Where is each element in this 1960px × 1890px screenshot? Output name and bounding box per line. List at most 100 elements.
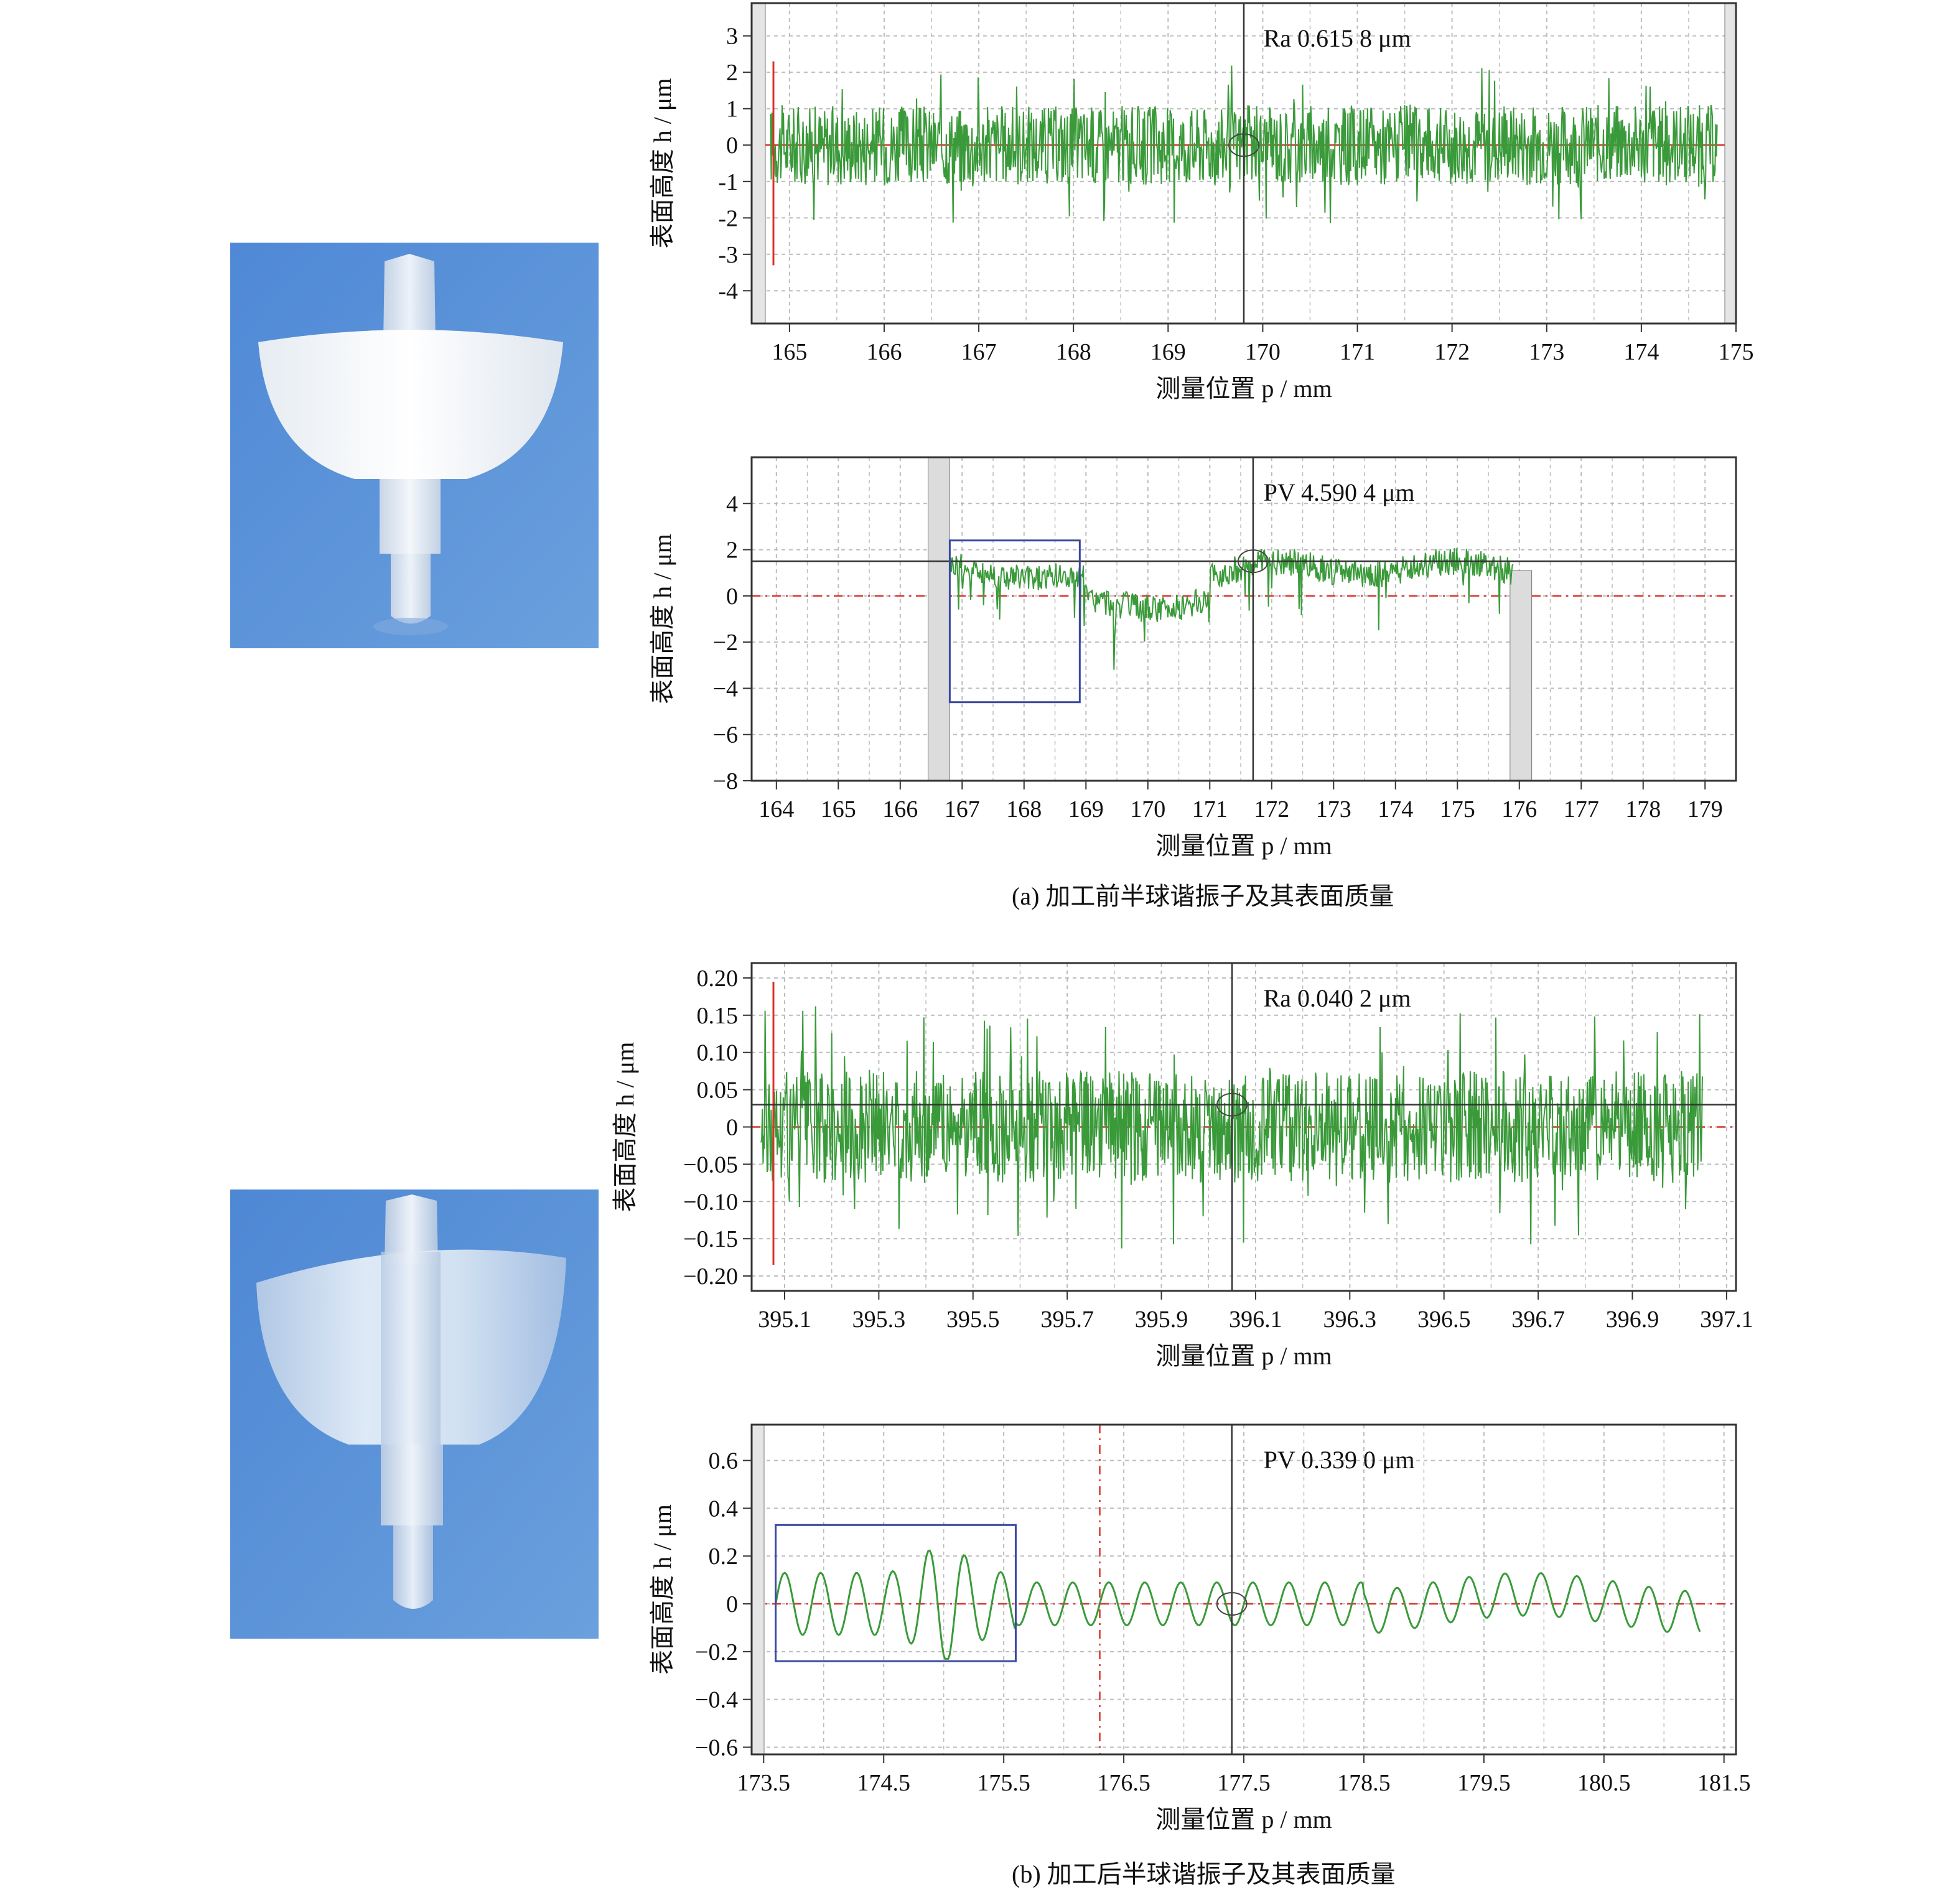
x-tick-label: 181.5 — [1697, 1770, 1751, 1796]
x-tick-label: 176.5 — [1097, 1770, 1150, 1796]
x-tick-label: 180.5 — [1577, 1770, 1631, 1796]
y-tick-label: −0.6 — [695, 1734, 738, 1761]
y-tick-label: 0 — [726, 1591, 738, 1618]
x-tick-label: 168 — [1006, 796, 1042, 822]
plot-frame — [750, 456, 1737, 782]
y-axis-title: 表面高度 h / μm — [611, 1042, 639, 1213]
plot-frame — [750, 2, 1737, 325]
x-tick-label: 165 — [821, 796, 856, 822]
annotation-label: PV 0.339 0 μm — [1264, 1446, 1415, 1474]
y-tick-label: 0.10 — [697, 1040, 739, 1066]
y-tick-label: 1 — [726, 96, 738, 123]
cursor-circle — [1228, 133, 1259, 157]
x-tick-label: 396.9 — [1606, 1306, 1659, 1333]
y-tick-label: 0.6 — [709, 1448, 739, 1474]
plot-frame — [750, 962, 1737, 1292]
x-tick-label: 395.3 — [852, 1306, 906, 1333]
caption-b: (b) 加工后半球谐振子及其表面质量 — [1012, 1860, 1396, 1888]
hatch-left — [751, 1424, 765, 1755]
x-tick-label: 177.5 — [1217, 1770, 1271, 1796]
resonator-before-illustration — [230, 243, 599, 648]
x-tick-label: 169 — [1068, 796, 1104, 822]
annotation-label: Ra 0.615 8 μm — [1264, 24, 1411, 52]
x-tick-label: 396.7 — [1511, 1306, 1565, 1333]
x-tick-label: 395.9 — [1135, 1306, 1188, 1333]
x-tick-label: 178 — [1625, 796, 1661, 822]
caption-a: (a) 加工前半球谐振子及其表面质量 — [1012, 882, 1394, 910]
roi-box — [775, 1524, 1017, 1662]
x-tick-label: 174.5 — [857, 1770, 910, 1796]
x-tick-label: 168 — [1056, 339, 1091, 365]
x-tick-label: 395.5 — [946, 1306, 1000, 1333]
y-tick-label: -3 — [718, 242, 738, 268]
x-tick-label: 175.5 — [977, 1770, 1030, 1796]
y-tick-label: −8 — [713, 768, 738, 794]
y-tick-label: −0.20 — [683, 1264, 738, 1290]
x-tick-label: 178.5 — [1337, 1770, 1391, 1796]
chart-b-bottom: 173.5 174.5 175.5 176.5 177.5 178.5 179.5 180.5… — [648, 1423, 1751, 1833]
hatch-right — [1724, 2, 1737, 324]
grid — [752, 963, 1736, 1291]
x-tick-label: 396.5 — [1417, 1306, 1471, 1333]
y-tick-label: −4 — [713, 676, 738, 702]
x-tick-label: 170 — [1245, 339, 1281, 365]
chart-a-top: 165 166 167 168 169 170 171 172 173 174 175 3 2 1 0 -1 -… — [648, 2, 1754, 403]
x-axis-title: 测量位置 p / mm — [1155, 1805, 1332, 1833]
x-tick-label: 166 — [882, 796, 918, 822]
y-tick-label: 3 — [726, 24, 738, 50]
x-tick-label: 175 — [1440, 796, 1475, 822]
y-tick-label: −0.10 — [683, 1189, 738, 1215]
y-axis-title: 表面高度 h / μm — [648, 78, 676, 249]
x-tick-label: 169 — [1150, 339, 1186, 365]
x-tick-label: 167 — [961, 339, 997, 365]
x-tick-label: 173.5 — [737, 1770, 791, 1796]
profile-series — [775, 1549, 1701, 1660]
plot-frame — [750, 1423, 1737, 1756]
roi-box — [948, 539, 1081, 704]
y-tick-label: 0.05 — [697, 1078, 739, 1104]
x-tick-label: 170 — [1130, 796, 1165, 822]
x-tick-label: 173 — [1529, 339, 1564, 365]
x-tick-label: 175 — [1719, 339, 1754, 365]
x-axis-title: 测量位置 p / mm — [1155, 375, 1332, 403]
x-tick-label: 177 — [1564, 796, 1599, 822]
hatch-left — [751, 2, 766, 324]
y-axis-title: 表面高度 h / μm — [648, 1504, 676, 1675]
resonator-after-illustration — [230, 1189, 599, 1639]
y-tick-label: −6 — [713, 722, 738, 748]
x-tick-label: 395.1 — [758, 1306, 811, 1333]
x-tick-label: 171 — [1192, 796, 1228, 822]
hatch-left — [928, 457, 950, 781]
cursor-circle — [1216, 1092, 1248, 1117]
y-tick-label: 0.15 — [697, 1003, 739, 1029]
y-tick-label: 0.20 — [697, 966, 739, 992]
y-axis-title: 表面高度 h / μm — [648, 534, 676, 704]
x-tick-label: 179 — [1687, 796, 1723, 822]
hatch-right — [1510, 570, 1533, 781]
y-tick-label: −0.4 — [695, 1687, 738, 1713]
x-tick-label: 171 — [1340, 339, 1375, 365]
x-tick-label: 172 — [1434, 339, 1470, 365]
x-tick-label: 174 — [1378, 796, 1413, 822]
x-tick-label: 396.1 — [1229, 1306, 1282, 1333]
y-tick-label: -1 — [718, 169, 738, 195]
y-tick-label: -4 — [718, 278, 738, 304]
x-tick-label: 165 — [772, 339, 807, 365]
cursor-circle — [1216, 1592, 1248, 1616]
x-tick-label: 167 — [945, 796, 980, 822]
y-tick-label: -2 — [718, 205, 738, 231]
x-tick-label: 176 — [1501, 796, 1537, 822]
grid — [752, 1425, 1736, 1754]
y-tick-label: 0 — [726, 1115, 738, 1141]
y-tick-label: −0.2 — [695, 1639, 738, 1665]
y-tick-label: −2 — [713, 630, 738, 656]
x-axis-title: 测量位置 p / mm — [1155, 832, 1332, 860]
chart-a-bottom: 164 165 166 167 168 169 170 171 172 173 174 175 176 1… — [648, 456, 1737, 860]
cursor-circle — [1237, 549, 1269, 574]
y-tick-label: 2 — [726, 60, 738, 86]
x-tick-label: 174 — [1623, 339, 1659, 365]
annotation-label: PV 4.590 4 μm — [1264, 478, 1415, 506]
x-tick-label: 179.5 — [1457, 1770, 1511, 1796]
x-axis-title: 测量位置 p / mm — [1155, 1342, 1332, 1370]
